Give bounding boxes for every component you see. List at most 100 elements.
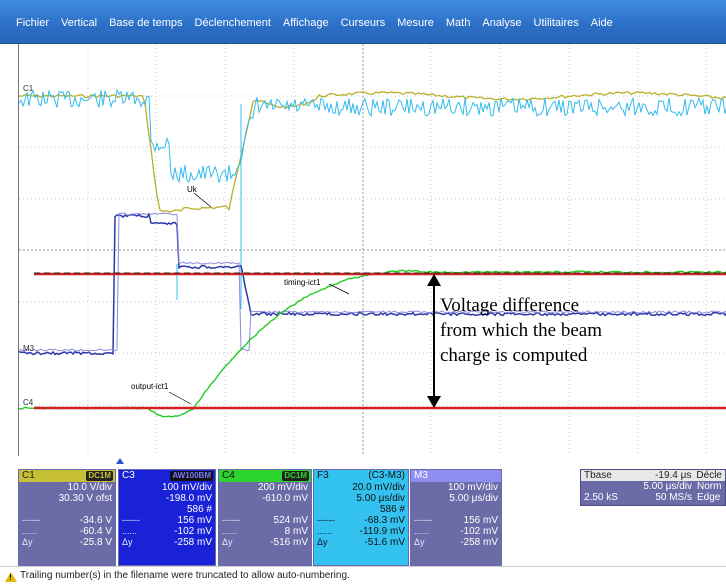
panel-title: M3 xyxy=(414,470,428,481)
volts-per-div: 200 mV/div xyxy=(257,482,308,493)
menu-item-0[interactable]: Fichier xyxy=(16,17,50,29)
annotation-line: Voltage difference xyxy=(440,295,580,316)
trace-label-output: output-ict1 xyxy=(131,382,169,391)
cursor2-value: -102 mV xyxy=(174,526,212,537)
channel-marker-c1: C1 xyxy=(23,84,34,93)
timebase-label: Tbase xyxy=(584,470,612,481)
cursor2-label: ...... xyxy=(222,526,238,536)
panel-title: F3 xyxy=(317,470,329,481)
delta-label: Δy xyxy=(22,537,33,547)
cursor1-label: ------ xyxy=(122,515,140,525)
cursor1-label: ------ xyxy=(317,515,335,525)
row-label xyxy=(19,482,45,493)
channel-panel-c4[interactable]: C4 DC1M 200 mV/div -610.0 mV ------ 524 m… xyxy=(218,469,312,566)
cursor1-value: -68.3 mV xyxy=(364,515,405,526)
sweep-count: 586 # xyxy=(186,504,212,515)
menu-item-1[interactable]: Vertical xyxy=(61,17,98,29)
sweep-count: 586 # xyxy=(379,504,405,515)
cursor1-label: ------ xyxy=(22,515,40,525)
menu-item-7[interactable]: Math xyxy=(445,17,471,29)
menu-item-5[interactable]: Curseurs xyxy=(340,17,386,29)
coupling-badge: AW100BM xyxy=(170,471,213,481)
timebase-delay: -19.4 μs xyxy=(655,470,692,481)
status-message: Trailing number(s) in the filename were … xyxy=(20,570,350,581)
trace-m3 xyxy=(19,212,726,356)
panel-title: C4 xyxy=(222,470,235,481)
time-per-div: 5.00 μs/div xyxy=(356,493,405,504)
row-value xyxy=(437,504,501,515)
trace-label-uk: Uk xyxy=(187,185,197,194)
channel-panel-c3[interactable]: C3 AW100BM 100 mV/div -198.0 mV 586 # --… xyxy=(118,469,216,566)
trigger-type: Edge xyxy=(697,492,721,503)
record-length: 2.50 kS xyxy=(584,492,618,503)
menu-item-8[interactable]: Analyse xyxy=(482,17,522,29)
cursor2-value: -119.9 mV xyxy=(359,526,405,537)
arrow-head-bottom xyxy=(427,396,441,408)
row-label xyxy=(119,493,145,504)
trigger-label: Décle xyxy=(696,470,722,481)
scope-display[interactable]: C1 M3 C4 Uk timing-ict1 output-ict1 xyxy=(18,44,726,456)
cursor2-label: ...... xyxy=(414,526,430,536)
annotation-text: Voltage difference from which the beam c… xyxy=(440,293,720,368)
row-label xyxy=(219,504,245,515)
coupling-badge: DC1M xyxy=(282,471,309,481)
trace-c1 xyxy=(19,90,726,213)
delta-value: -258 mV xyxy=(174,537,212,548)
menu-item-3[interactable]: Déclenchement xyxy=(194,17,271,29)
annotation-line: from which the beam xyxy=(440,320,602,341)
trigger-marker-icon xyxy=(116,458,124,464)
cursor2-value: 8 mV xyxy=(284,526,308,537)
waveform-plot xyxy=(19,44,726,456)
annotation-line: charge is computed xyxy=(440,345,588,366)
channel-panel-c1[interactable]: C1 DC1M 10.0 V/div 30.30 V ofst ------ -3… xyxy=(18,469,116,566)
offset-value: -198.0 mV xyxy=(165,493,212,504)
cursor2-value: -60.4 V xyxy=(79,526,112,537)
timebase-scale: 5.00 μs/div xyxy=(643,481,692,492)
delta-value: -51.6 mV xyxy=(364,537,405,548)
channel-marker-c4: C4 xyxy=(23,398,34,407)
row-label xyxy=(314,504,340,515)
arrow-head-top xyxy=(427,274,441,286)
offset-value: -610.0 mV xyxy=(261,493,308,504)
row-label xyxy=(219,482,245,493)
menu-item-2[interactable]: Base de temps xyxy=(109,17,183,29)
sample-rate: 50 MS/s xyxy=(655,492,692,503)
row-label xyxy=(19,493,45,504)
panel-title: C3 xyxy=(122,470,135,481)
math-panel-f3[interactable]: F3 (C3-M3) 20.0 mV/div 5.00 μs/div 586 #… xyxy=(313,469,409,566)
delta-value: -516 mV xyxy=(270,537,308,548)
cursor1-value: 524 mV xyxy=(273,515,308,526)
volts-per-div: 100 mV/div xyxy=(447,482,498,493)
offset-value: 30.30 V ofst xyxy=(58,493,112,504)
row-label xyxy=(219,493,245,504)
row-label xyxy=(314,493,340,504)
trace-label-timing: timing-ict1 xyxy=(284,278,321,287)
delta-label: Δy xyxy=(317,537,328,547)
timebase-panel[interactable]: Tbase -19.4 μs Décle 5.00 μs/div Norm 2.… xyxy=(580,469,726,506)
memory-panel-m3[interactable]: M3 100 mV/div 5.00 μs/div ------ 156 mV .… xyxy=(410,469,502,566)
menu-item-4[interactable]: Affichage xyxy=(282,17,329,29)
cursor2-label: ...... xyxy=(22,526,38,536)
status-bar: Trailing number(s) in the filename were … xyxy=(0,566,726,585)
menu-item-10[interactable]: Aide xyxy=(590,17,613,29)
trigger-mode: Norm xyxy=(697,481,722,492)
cursor2-value: -102 mV xyxy=(460,526,498,537)
delta-value: -258 mV xyxy=(460,537,498,548)
cursor1-label: ------ xyxy=(414,515,432,525)
row-value xyxy=(245,504,311,515)
math-formula: (C3-M3) xyxy=(368,470,405,481)
delta-label: Δy xyxy=(414,537,425,547)
time-per-div: 5.00 μs/div xyxy=(449,493,498,504)
channel-marker-m3: M3 xyxy=(23,344,35,353)
volts-per-div: 100 mV/div xyxy=(161,482,212,493)
menu-items: Fichier Vertical Base de temps Déclenchemen… xyxy=(10,16,619,30)
label-pointer-output xyxy=(168,391,192,405)
row-label xyxy=(411,482,437,493)
menu-item-9[interactable]: Utilitaires xyxy=(533,17,579,29)
delta-label: Δy xyxy=(222,537,233,547)
trace-m3-reference xyxy=(19,212,726,352)
cursor1-value: 156 mV xyxy=(177,515,212,526)
volts-per-div: 10.0 V/div xyxy=(67,482,112,493)
row-label xyxy=(411,504,437,515)
menu-item-6[interactable]: Mesure xyxy=(397,17,434,29)
